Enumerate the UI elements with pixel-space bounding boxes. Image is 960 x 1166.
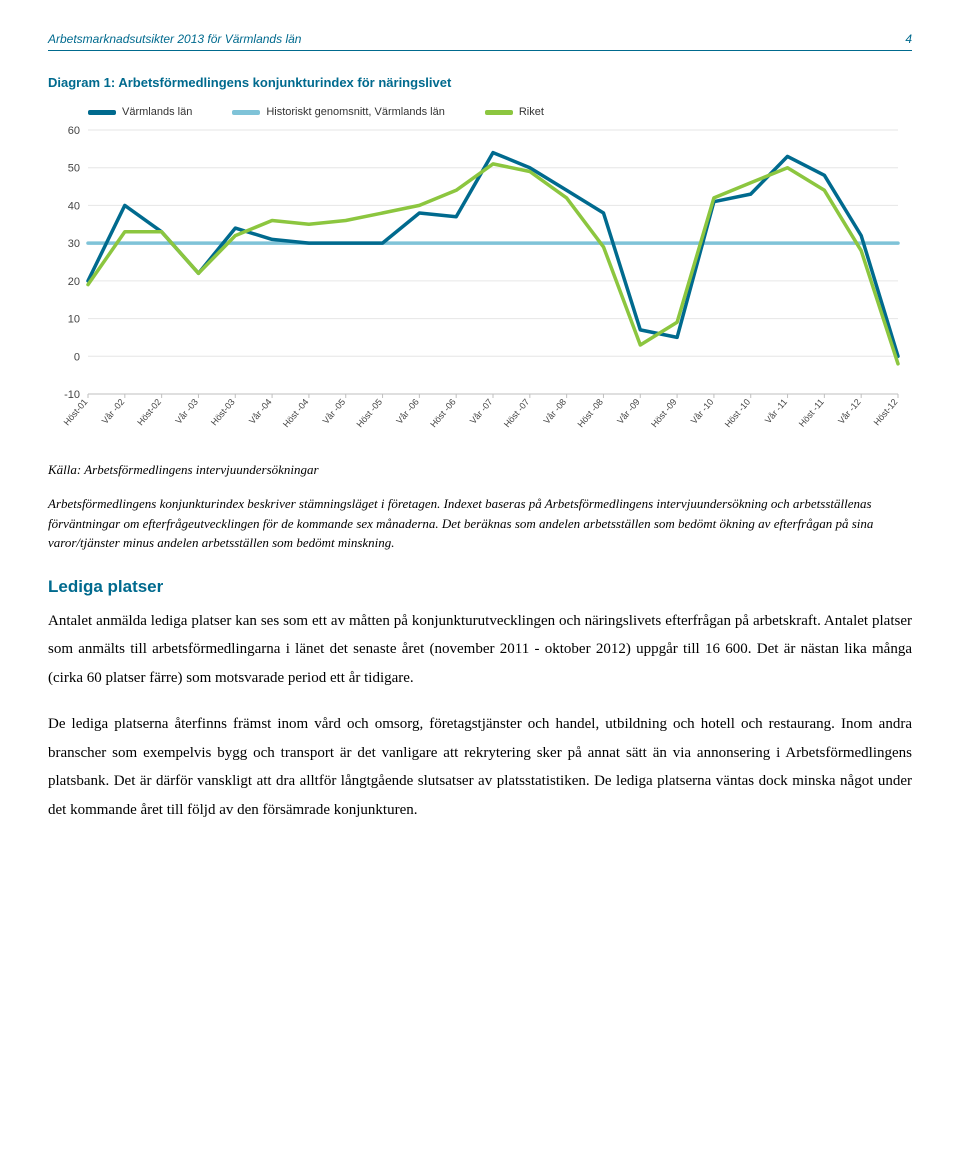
svg-text:40: 40 <box>68 200 80 212</box>
legend-swatch <box>232 110 260 115</box>
page-header: Arbetsmarknadsutsikter 2013 för Värmland… <box>48 32 912 51</box>
svg-text:Vår -12: Vår -12 <box>836 397 863 426</box>
svg-text:0: 0 <box>74 351 80 363</box>
svg-text:-10: -10 <box>64 389 80 401</box>
svg-text:20: 20 <box>68 276 80 288</box>
legend-swatch <box>485 110 513 115</box>
svg-text:Höst -07: Höst -07 <box>502 397 532 429</box>
svg-text:Höst-01: Höst-01 <box>62 397 90 428</box>
legend-item: Riket <box>485 106 544 118</box>
svg-text:Höst-02: Höst-02 <box>135 397 163 428</box>
svg-text:Höst -11: Höst -11 <box>797 397 826 429</box>
header-page: 4 <box>905 32 912 46</box>
line-chart: -10 0 10 20 30 40 50 60 Höst-01 Vår -02 Höst-02 Vår… <box>48 124 908 444</box>
chart-title: Diagram 1: Arbetsförmedlingens konjunktu… <box>48 75 912 90</box>
svg-text:Höst -05: Höst -05 <box>355 397 385 429</box>
svg-text:Vår -08: Vår -08 <box>542 397 569 426</box>
svg-text:Höst-03: Höst-03 <box>209 397 237 428</box>
svg-text:10: 10 <box>68 314 80 326</box>
section-heading: Lediga platser <box>48 577 912 597</box>
chart-caption: Arbetsförmedlingens konjunkturindex besk… <box>48 494 912 553</box>
svg-text:Höst -04: Höst -04 <box>281 397 311 429</box>
svg-text:50: 50 <box>68 163 80 175</box>
svg-text:Höst -06: Höst -06 <box>428 397 458 429</box>
chart-legend: Värmlands län Historiskt genomsnitt, Värm… <box>88 106 908 118</box>
svg-text:Vår -02: Vår -02 <box>100 397 127 426</box>
svg-text:Vår -09: Vår -09 <box>615 397 642 426</box>
header-title: Arbetsmarknadsutsikter 2013 för Värmland… <box>48 32 301 46</box>
chart-container: Värmlands län Historiskt genomsnitt, Värm… <box>48 106 908 444</box>
body-paragraph: Antalet anmälda lediga platser kan ses s… <box>48 607 912 693</box>
body-text: Antalet anmälda lediga platser kan ses s… <box>48 607 912 825</box>
chart-source: Källa: Arbetsförmedlingens intervjuunder… <box>48 462 912 478</box>
svg-text:Höst-12: Höst-12 <box>872 397 900 428</box>
svg-text:30: 30 <box>68 238 80 250</box>
legend-item: Historiskt genomsnitt, Värmlands län <box>232 106 445 118</box>
svg-text:Vår -10: Vår -10 <box>689 397 716 426</box>
svg-text:Vår -04: Vår -04 <box>247 397 274 426</box>
svg-text:60: 60 <box>68 125 80 137</box>
body-paragraph: De lediga platserna återfinns främst ino… <box>48 710 912 824</box>
svg-text:Vår -11: Vår -11 <box>763 397 789 426</box>
legend-label: Historiskt genomsnitt, Värmlands län <box>266 106 445 118</box>
legend-label: Riket <box>519 106 544 118</box>
svg-text:Vår -07: Vår -07 <box>468 397 495 426</box>
svg-text:Vår -05: Vår -05 <box>321 397 348 426</box>
legend-label: Värmlands län <box>122 106 192 118</box>
legend-swatch <box>88 110 116 115</box>
svg-text:Vår -06: Vår -06 <box>394 397 421 426</box>
svg-text:Vår -03: Vår -03 <box>173 397 200 426</box>
svg-text:Höst -08: Höst -08 <box>575 397 605 429</box>
svg-text:Höst -10: Höst -10 <box>723 397 753 429</box>
svg-text:Höst -09: Höst -09 <box>649 397 679 429</box>
legend-item: Värmlands län <box>88 106 192 118</box>
